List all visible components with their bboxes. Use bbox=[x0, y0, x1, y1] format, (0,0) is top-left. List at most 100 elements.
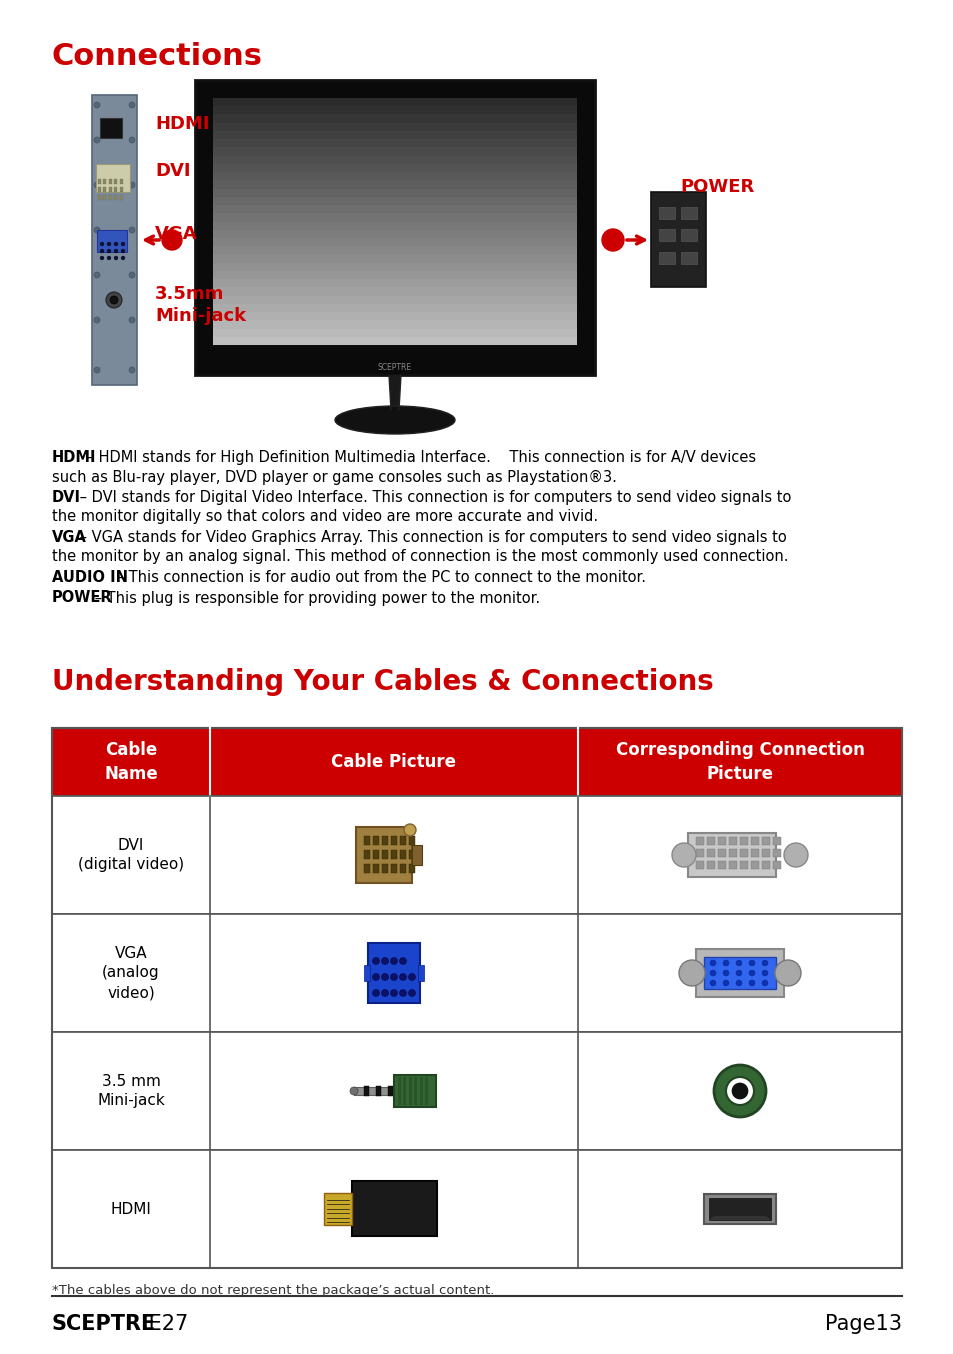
Bar bbox=[740, 861, 747, 869]
Circle shape bbox=[94, 181, 100, 188]
Circle shape bbox=[113, 242, 118, 246]
Bar bbox=[409, 850, 415, 858]
Bar bbox=[394, 1075, 436, 1108]
Bar bbox=[718, 861, 725, 869]
Circle shape bbox=[679, 960, 704, 986]
Circle shape bbox=[110, 297, 118, 305]
Bar bbox=[213, 321, 577, 329]
Bar bbox=[373, 835, 378, 845]
Bar bbox=[194, 80, 595, 375]
Circle shape bbox=[399, 957, 406, 964]
Bar bbox=[740, 849, 747, 857]
Text: POWER: POWER bbox=[679, 177, 754, 196]
Bar bbox=[728, 861, 737, 869]
Circle shape bbox=[735, 969, 741, 976]
Bar bbox=[750, 837, 759, 845]
Bar bbox=[425, 1076, 428, 1105]
Circle shape bbox=[107, 256, 111, 260]
Circle shape bbox=[399, 974, 406, 980]
Bar bbox=[364, 1086, 369, 1095]
Text: the monitor by an analog signal. This method of connection is the most commonly : the monitor by an analog signal. This me… bbox=[52, 550, 788, 565]
Bar bbox=[391, 864, 396, 873]
Bar bbox=[213, 139, 577, 148]
Circle shape bbox=[121, 249, 125, 253]
Circle shape bbox=[709, 980, 716, 986]
Bar bbox=[213, 287, 577, 295]
Bar bbox=[100, 118, 122, 138]
Bar bbox=[355, 827, 412, 883]
Bar bbox=[354, 1087, 434, 1095]
Bar bbox=[761, 861, 769, 869]
Bar bbox=[213, 222, 577, 230]
Circle shape bbox=[408, 974, 416, 980]
Text: Corresponding Connection
Picture: Corresponding Connection Picture bbox=[615, 741, 863, 783]
Circle shape bbox=[713, 1066, 765, 1117]
Bar bbox=[391, 850, 396, 858]
Bar bbox=[750, 861, 759, 869]
Circle shape bbox=[735, 980, 741, 986]
Circle shape bbox=[372, 974, 379, 980]
Bar bbox=[213, 196, 577, 204]
Bar bbox=[352, 1181, 436, 1236]
Bar bbox=[213, 238, 577, 246]
Circle shape bbox=[709, 960, 716, 965]
Circle shape bbox=[722, 969, 728, 976]
Circle shape bbox=[129, 317, 135, 324]
Bar bbox=[761, 837, 769, 845]
Circle shape bbox=[372, 990, 379, 997]
Bar bbox=[391, 835, 396, 845]
Bar bbox=[213, 123, 577, 131]
Bar bbox=[91, 95, 137, 385]
Circle shape bbox=[94, 227, 100, 233]
Text: DVI
(digital video): DVI (digital video) bbox=[78, 838, 184, 872]
Bar bbox=[728, 849, 737, 857]
Text: 3.5mm
Mini-jack: 3.5mm Mini-jack bbox=[154, 284, 246, 325]
Bar bbox=[417, 965, 423, 982]
Bar bbox=[381, 835, 388, 845]
Text: – DVI stands for Digital Video Interface. This connection is for computers to se: – DVI stands for Digital Video Interface… bbox=[74, 490, 790, 505]
Bar bbox=[96, 164, 130, 192]
Bar bbox=[696, 949, 783, 997]
Bar bbox=[52, 914, 901, 1032]
Circle shape bbox=[121, 256, 125, 260]
Text: – This plug is responsible for providing power to the monitor.: – This plug is responsible for providing… bbox=[90, 590, 539, 605]
Bar bbox=[120, 187, 123, 192]
Text: SCEPTRE: SCEPTRE bbox=[377, 363, 412, 372]
Circle shape bbox=[748, 969, 754, 976]
Bar bbox=[213, 279, 577, 287]
Bar bbox=[109, 187, 112, 192]
Circle shape bbox=[94, 317, 100, 324]
Bar bbox=[659, 229, 675, 241]
Text: 3.5 mm
Mini-jack: 3.5 mm Mini-jack bbox=[97, 1074, 165, 1109]
Bar bbox=[114, 179, 117, 184]
Circle shape bbox=[783, 844, 807, 867]
Bar bbox=[680, 207, 697, 219]
Circle shape bbox=[100, 256, 104, 260]
Circle shape bbox=[113, 249, 118, 253]
Circle shape bbox=[761, 969, 767, 976]
Text: DVI: DVI bbox=[154, 162, 191, 180]
Bar bbox=[52, 728, 901, 1267]
Bar bbox=[98, 179, 101, 184]
Circle shape bbox=[129, 137, 135, 144]
Bar bbox=[373, 850, 378, 858]
Text: – This connection is for audio out from the PC to connect to the monitor.: – This connection is for audio out from … bbox=[112, 570, 646, 585]
Bar bbox=[364, 850, 370, 858]
Circle shape bbox=[94, 137, 100, 144]
Bar bbox=[52, 728, 901, 796]
Bar bbox=[98, 187, 101, 192]
Bar bbox=[728, 837, 737, 845]
Bar bbox=[52, 1150, 901, 1267]
Bar bbox=[409, 1076, 412, 1105]
Circle shape bbox=[350, 1087, 357, 1095]
Bar bbox=[419, 1076, 422, 1105]
Text: VGA
(analog
video): VGA (analog video) bbox=[102, 945, 160, 1001]
Bar bbox=[399, 864, 406, 873]
Text: Understanding Your Cables & Connections: Understanding Your Cables & Connections bbox=[52, 668, 713, 696]
Text: such as Blu-ray player, DVD player or game consoles such as Playstation®3.: such as Blu-ray player, DVD player or ga… bbox=[52, 470, 617, 485]
Bar bbox=[772, 837, 781, 845]
Text: Cable Picture: Cable Picture bbox=[331, 753, 456, 770]
Bar bbox=[412, 845, 421, 865]
Circle shape bbox=[100, 249, 104, 253]
Polygon shape bbox=[708, 1216, 770, 1220]
